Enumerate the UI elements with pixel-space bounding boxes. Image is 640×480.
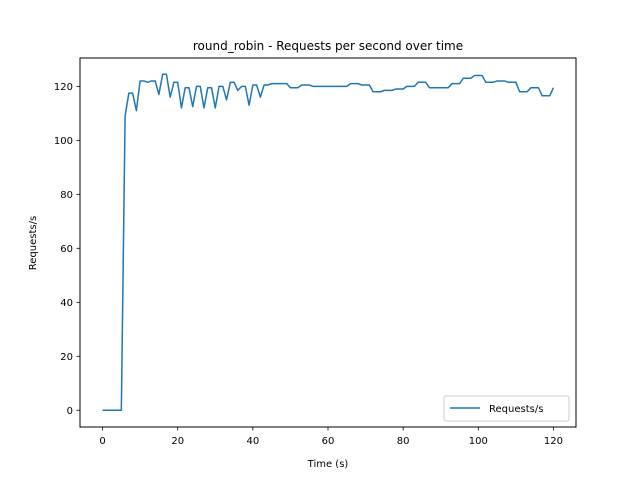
y-tick-label: 40 — [60, 298, 73, 309]
y-tick-label: 100 — [54, 136, 73, 147]
y-tick-label: 120 — [54, 82, 73, 93]
x-tick-label: 60 — [322, 436, 335, 447]
x-tick-label: 0 — [99, 436, 105, 447]
legend-box — [443, 395, 570, 422]
legend-label: Requests/s — [489, 404, 543, 415]
y-axis-title: Requests/s — [28, 216, 39, 270]
y-tick-label: 60 — [60, 244, 73, 255]
x-tick-label: 20 — [171, 436, 184, 447]
y-tick-label: 0 — [67, 406, 73, 417]
x-tick-label: 100 — [469, 436, 488, 447]
series-line-requests-per-second — [102, 73, 555, 412]
y-axis: 0 20 40 60 80 100 120 — [54, 82, 80, 417]
legend: Requests/s — [443, 395, 570, 422]
x-tick-label: 120 — [544, 436, 563, 447]
x-axis-title: Time (s) — [307, 459, 349, 470]
plot-area — [79, 57, 577, 428]
x-tick-label: 80 — [397, 436, 410, 447]
chart-title: round_robin - Requests per second over t… — [193, 39, 463, 53]
y-tick-label: 80 — [60, 190, 73, 201]
x-axis: 0 20 40 60 80 100 120 — [99, 427, 563, 447]
x-tick-label: 40 — [246, 436, 259, 447]
y-tick-label: 20 — [60, 352, 73, 363]
